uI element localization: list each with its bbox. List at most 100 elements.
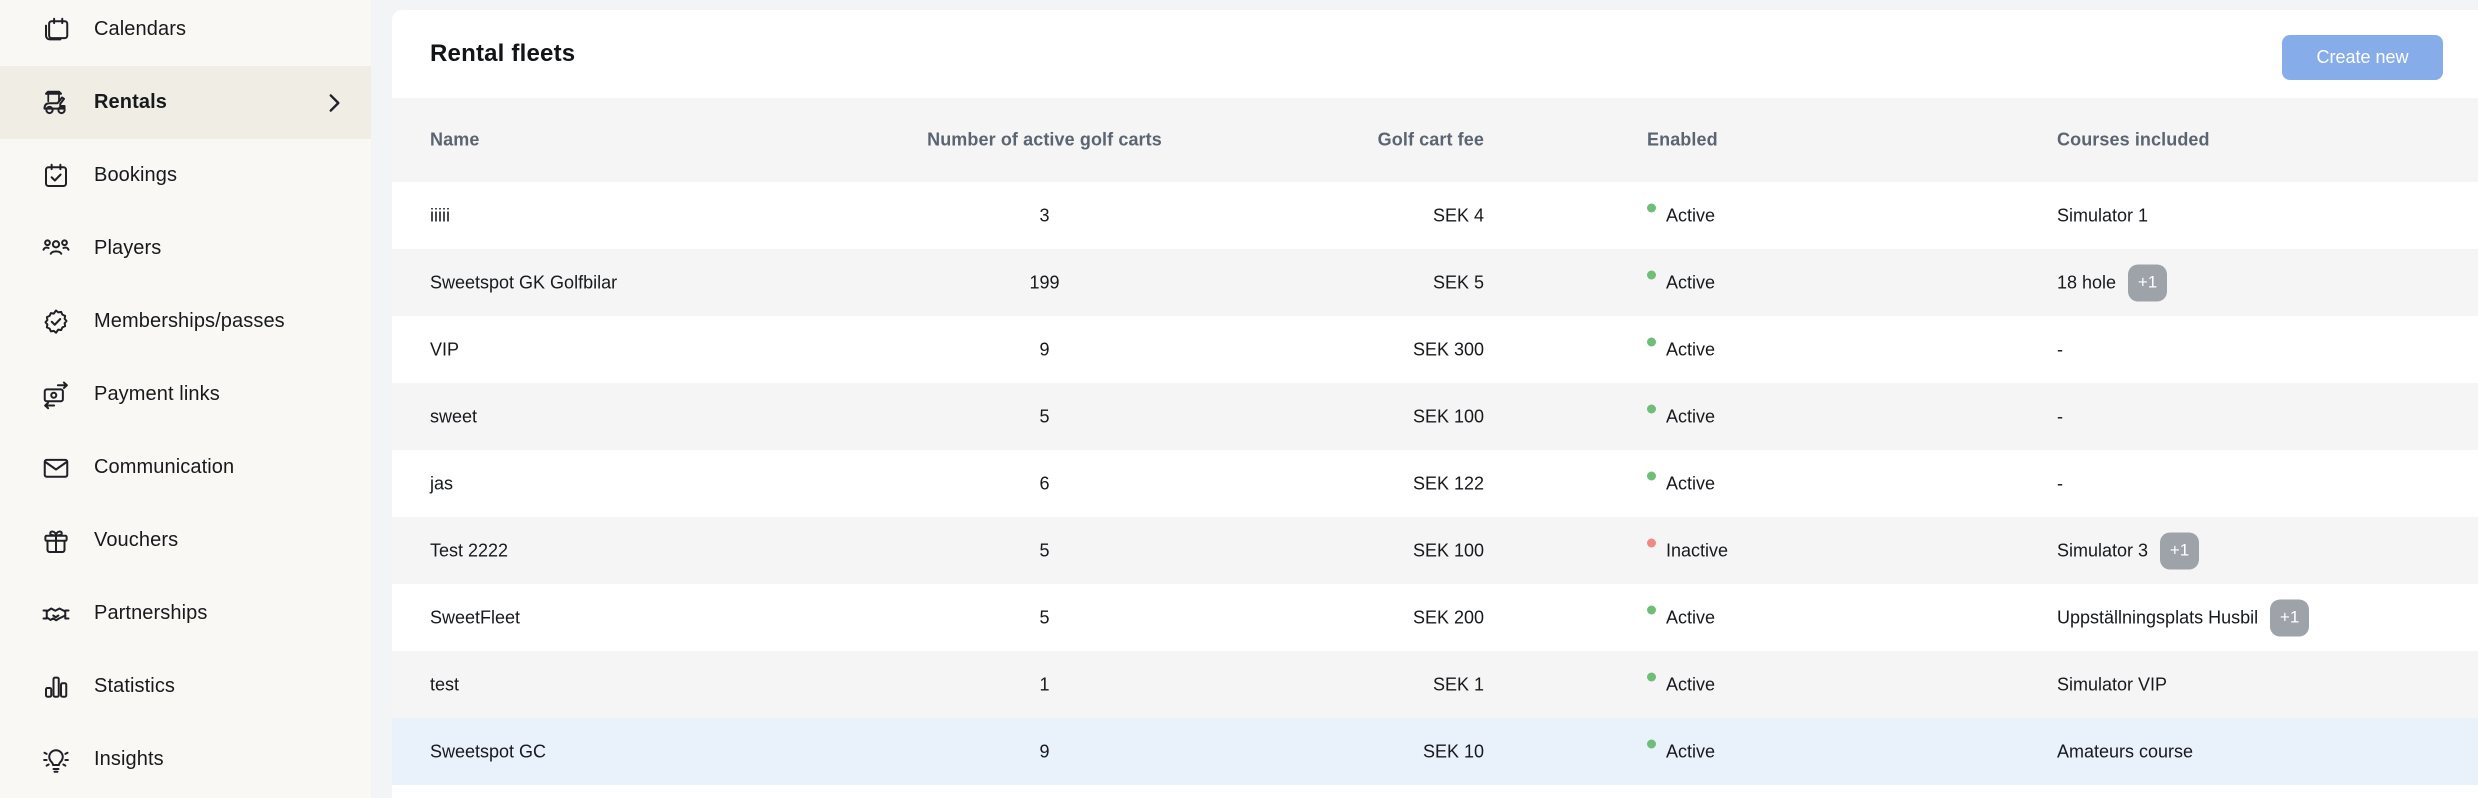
golf-cart-fee-cell: SEK 4 [1284, 205, 1484, 226]
sidebar-item-label: Payment links [94, 383, 220, 406]
create-new-button[interactable]: Create new [2282, 35, 2443, 80]
sidebar-item-bookings[interactable]: Bookings [0, 139, 371, 212]
bar-chart-icon [40, 671, 72, 703]
golf-cart-fee-cell: SEK 100 [1284, 540, 1484, 561]
courses-included-cell: Simulator 1 [2057, 205, 2148, 226]
course-label: Simulator VIP [2057, 674, 2167, 695]
course-label: 18 hole [2057, 272, 2116, 293]
golf-cart-fee-cell: SEK 5 [1284, 272, 1484, 293]
membership-icon [40, 306, 72, 338]
sidebar-item-label: Insights [94, 748, 164, 771]
courses-included-cell: - [2057, 406, 2063, 427]
sidebar-item-payment-links[interactable]: Payment links [0, 358, 371, 431]
sidebar-item-insights[interactable]: Insights [0, 723, 371, 796]
courses-included-cell: - [2057, 473, 2063, 494]
sidebar-item-label: Calendars [94, 18, 186, 41]
fleet-name-cell: VIP [430, 339, 459, 360]
course-label: Uppställningsplats Husbil [2057, 607, 2258, 628]
sidebar-nav: Calendars Rentals Bookings Players Membe… [0, 0, 371, 796]
table-row[interactable]: SweetFleet 5 SEK 200 Active Uppställning… [392, 584, 2478, 651]
status-label: Active [1666, 741, 1715, 762]
status-dot [1647, 270, 1656, 279]
sidebar-item-statistics[interactable]: Statistics [0, 650, 371, 723]
fleet-name-cell: SweetFleet [430, 607, 520, 628]
column-header-name: Name [430, 130, 479, 151]
status-dot [1647, 739, 1656, 748]
active-golf-carts-cell: 9 [904, 339, 1185, 360]
table-row[interactable]: VIP 9 SEK 300 Active - [392, 316, 2478, 383]
status-dot [1647, 605, 1656, 614]
more-courses-badge: +1 [2128, 264, 2167, 301]
course-label: - [2057, 473, 2063, 494]
sidebar-item-label: Vouchers [94, 529, 178, 552]
course-label: - [2057, 339, 2063, 360]
fleet-name-cell: jas [430, 473, 453, 494]
status-dot [1647, 203, 1656, 212]
payment-links-icon [40, 379, 72, 411]
golf-cart-fee-cell: SEK 200 [1284, 607, 1484, 628]
calendars-icon [40, 14, 72, 46]
status-label: Active [1666, 406, 1715, 427]
enabled-cell: Active [1647, 272, 1715, 293]
column-header-active-golf-carts: Number of active golf carts [904, 130, 1185, 151]
status-label: Active [1666, 272, 1715, 293]
fleet-name-cell: Test 2222 [430, 540, 508, 561]
courses-included-cell: - [2057, 339, 2063, 360]
lightbulb-icon [40, 744, 72, 776]
sidebar-item-label: Statistics [94, 675, 175, 698]
status-label: Active [1666, 473, 1715, 494]
sidebar-item-rentals[interactable]: Rentals [0, 66, 371, 139]
table-row[interactable]: sweet 5 SEK 100 Active - [392, 383, 2478, 450]
enabled-cell: Active [1647, 473, 1715, 494]
players-icon [40, 233, 72, 265]
column-header-enabled: Enabled [1647, 130, 1718, 151]
enabled-cell: Active [1647, 607, 1715, 628]
table-row[interactable]: test 1 SEK 1 Active Simulator VIP [392, 651, 2478, 718]
sidebar-item-memberships-passes[interactable]: Memberships/passes [0, 285, 371, 358]
sidebar-item-label: Communication [94, 456, 234, 479]
fleet-name-cell: Sweetspot GK Golfbilar [430, 272, 617, 293]
sidebar-item-players[interactable]: Players [0, 212, 371, 285]
table-row[interactable]: Sweetspot GC 9 SEK 10 Active Amateurs co… [392, 718, 2478, 785]
sidebar-item-label: Players [94, 237, 161, 260]
sidebar-item-calendars[interactable]: Calendars [0, 0, 371, 66]
active-golf-carts-cell: 5 [904, 607, 1185, 628]
sidebar-item-partnerships[interactable]: Partnerships [0, 577, 371, 650]
sidebar-item-communication[interactable]: Communication [0, 431, 371, 504]
course-label: Simulator 1 [2057, 205, 2148, 226]
status-dot [1647, 471, 1656, 480]
sidebar-item-label: Rentals [94, 91, 167, 114]
courses-included-cell: 18 hole +1 [2057, 264, 2167, 301]
status-label: Inactive [1666, 540, 1728, 561]
more-courses-badge: +1 [2270, 599, 2309, 636]
course-label: Simulator 3 [2057, 540, 2148, 561]
golf-cart-fee-cell: SEK 122 [1284, 473, 1484, 494]
bookings-icon [40, 160, 72, 192]
sidebar: Calendars Rentals Bookings Players Membe… [0, 0, 371, 798]
golf-cart-fee-cell: SEK 300 [1284, 339, 1484, 360]
handshake-icon [40, 598, 72, 630]
courses-included-cell: Simulator 3 +1 [2057, 532, 2199, 569]
content-card: Rental fleets Create new Name Number of … [392, 10, 2478, 798]
sidebar-item-label: Bookings [94, 164, 177, 187]
table-row[interactable]: Sweetspot GK Golfbilar 199 SEK 5 Active … [392, 249, 2478, 316]
gift-icon [40, 525, 72, 557]
table-row[interactable]: Test 2222 5 SEK 100 Inactive Simulator 3… [392, 517, 2478, 584]
golf-cart-fee-cell: SEK 1 [1284, 674, 1484, 695]
table-row[interactable]: jas 6 SEK 122 Active - [392, 450, 2478, 517]
page-title: Rental fleets [430, 40, 575, 68]
active-golf-carts-cell: 5 [904, 540, 1185, 561]
status-label: Active [1666, 674, 1715, 695]
active-golf-carts-cell: 5 [904, 406, 1185, 427]
golf-cart-fee-cell: SEK 10 [1284, 741, 1484, 762]
page-header: Rental fleets Create new [392, 10, 2478, 98]
courses-included-cell: Simulator VIP [2057, 674, 2167, 695]
status-label: Active [1666, 607, 1715, 628]
active-golf-carts-cell: 6 [904, 473, 1185, 494]
fleet-name-cell: iiiii [430, 205, 450, 226]
more-courses-badge: +1 [2160, 532, 2199, 569]
sidebar-item-vouchers[interactable]: Vouchers [0, 504, 371, 577]
column-header-courses-included: Courses included [2057, 130, 2210, 151]
table-row[interactable]: iiiii 3 SEK 4 Active Simulator 1 [392, 182, 2478, 249]
golf-cart-icon [40, 87, 72, 119]
